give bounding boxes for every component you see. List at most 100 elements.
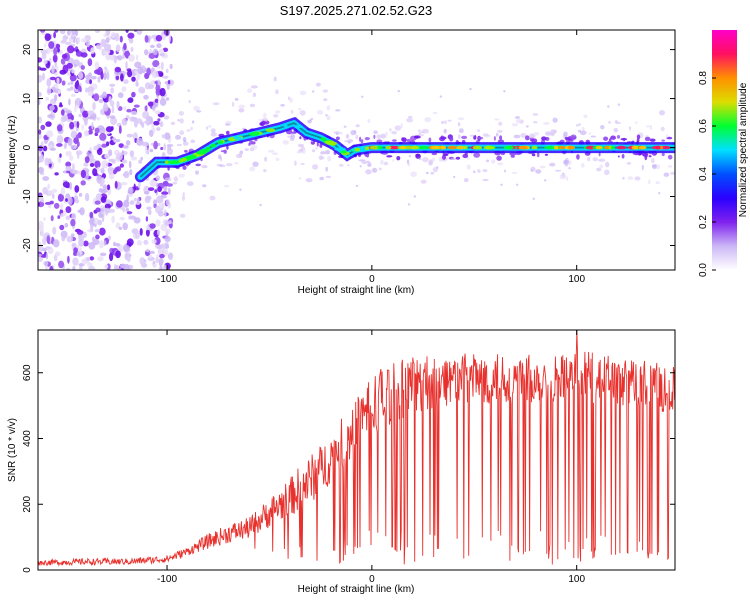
- noise-blob: [100, 177, 105, 185]
- noise-blob: [104, 207, 111, 214]
- ridge-hotspot: [631, 145, 638, 150]
- sparse-dot: [239, 188, 242, 191]
- noise-blob: [145, 195, 152, 201]
- ridge-halo-blob: [408, 115, 413, 119]
- ridge-halo-blob: [202, 184, 207, 188]
- noise-blob: [44, 33, 51, 41]
- noise-blob: [109, 115, 116, 119]
- noise-blob: [92, 236, 95, 242]
- noise-blob: [98, 99, 104, 103]
- ridge-halo-blob: [384, 131, 388, 137]
- noise-blob: [115, 250, 121, 259]
- ridge-halo-blob: [305, 178, 313, 183]
- noise-blob: [127, 97, 134, 103]
- ridge-halo-blob: [367, 119, 371, 123]
- noise-blob: [164, 209, 167, 218]
- ridge-halo-blob: [497, 130, 503, 133]
- noise-blob: [85, 40, 91, 48]
- noise-blob: [59, 30, 66, 35]
- sparse-dot: [336, 132, 339, 136]
- ridge-hotspot: [567, 145, 575, 150]
- ridge-halo-blob: [587, 157, 591, 162]
- ridge-hotspot: [616, 145, 627, 150]
- ridge-halo-blob: [636, 134, 641, 140]
- noise-blob: [108, 149, 113, 157]
- noise-blob: [131, 91, 136, 98]
- noise-blob: [97, 219, 103, 226]
- noise-blob: [53, 202, 60, 209]
- noise-blob: [69, 121, 75, 130]
- noise-blob: [148, 209, 152, 216]
- ridge-halo-blob: [206, 126, 208, 131]
- ridge-halo-blob: [497, 162, 504, 166]
- noise-blob: [62, 114, 69, 122]
- noise-blob: [123, 106, 127, 111]
- ridge-halo-blob: [296, 151, 302, 154]
- noise-blob: [56, 77, 60, 85]
- ridge-halo-blob: [249, 140, 254, 145]
- ridge-halo-blob: [193, 105, 200, 111]
- noise-blob: [54, 30, 59, 33]
- ridge-halo-blob: [533, 131, 540, 136]
- ridge-halo-blob: [264, 156, 268, 162]
- noise-blob: [89, 163, 95, 167]
- ridge-hotspot: [283, 124, 288, 128]
- ridge-halo-blob: [179, 118, 184, 124]
- snr-ytick-label: 600: [22, 364, 33, 381]
- noise-blob: [148, 84, 155, 89]
- ridge-halo-blob: [415, 153, 421, 159]
- noise-blob: [83, 231, 87, 238]
- noise-blob: [103, 240, 107, 246]
- ridge-halo-blob: [649, 138, 656, 142]
- noise-blob: [42, 176, 50, 181]
- noise-blob: [165, 228, 171, 234]
- noise-blob: [154, 98, 159, 104]
- ridge-halo-blob: [326, 105, 331, 111]
- noise-blob: [123, 170, 130, 179]
- ridge-halo-blob: [249, 103, 256, 108]
- ridge-halo-blob: [355, 134, 359, 140]
- noise-blob: [38, 145, 43, 152]
- noise-blob: [126, 108, 132, 113]
- colorbar-label: Normalized spectral amplitude: [738, 82, 749, 217]
- noise-blob: [127, 32, 135, 39]
- noise-blob: [38, 98, 41, 106]
- noise-blob: [143, 259, 147, 263]
- noise-blob: [148, 254, 153, 259]
- colorbar-gradient: [712, 30, 737, 270]
- noise-blob: [66, 62, 73, 69]
- noise-blob: [84, 87, 89, 93]
- ridge-halo-blob: [464, 178, 469, 183]
- noise-blob: [38, 253, 42, 257]
- noise-blob: [98, 126, 106, 134]
- noise-blob: [167, 187, 171, 195]
- noise-blob: [41, 52, 47, 60]
- ridge-halo-blob: [289, 97, 294, 103]
- noise-blob: [95, 234, 100, 240]
- noise-blob: [43, 217, 46, 221]
- noise-blob: [101, 143, 108, 148]
- noise-blob: [110, 32, 117, 39]
- ridge-hotspot: [595, 145, 603, 150]
- ridge-halo-blob: [218, 154, 222, 160]
- noise-blob: [66, 71, 70, 76]
- ridge-halo-blob: [280, 104, 285, 107]
- ridge-halo-blob: [559, 173, 567, 180]
- sparse-dot: [568, 167, 571, 170]
- noise-blob: [43, 59, 48, 65]
- spectrogram-xtick-label: 0: [369, 274, 375, 285]
- ridge-halo-blob: [376, 134, 382, 139]
- noise-blob: [120, 150, 128, 156]
- ridge-halo-blob: [457, 117, 465, 120]
- noise-blob: [127, 69, 133, 78]
- ridge-halo-blob: [570, 134, 577, 140]
- noise-blob: [46, 86, 52, 96]
- noise-blob: [125, 30, 129, 33]
- sparse-dot: [361, 95, 364, 99]
- noise-blob: [123, 42, 127, 51]
- noise-blob: [59, 102, 63, 107]
- noise-blob: [86, 257, 91, 261]
- sparse-dot: [177, 119, 180, 122]
- snr-ytick-label: 400: [22, 430, 33, 447]
- noise-blob: [44, 43, 47, 48]
